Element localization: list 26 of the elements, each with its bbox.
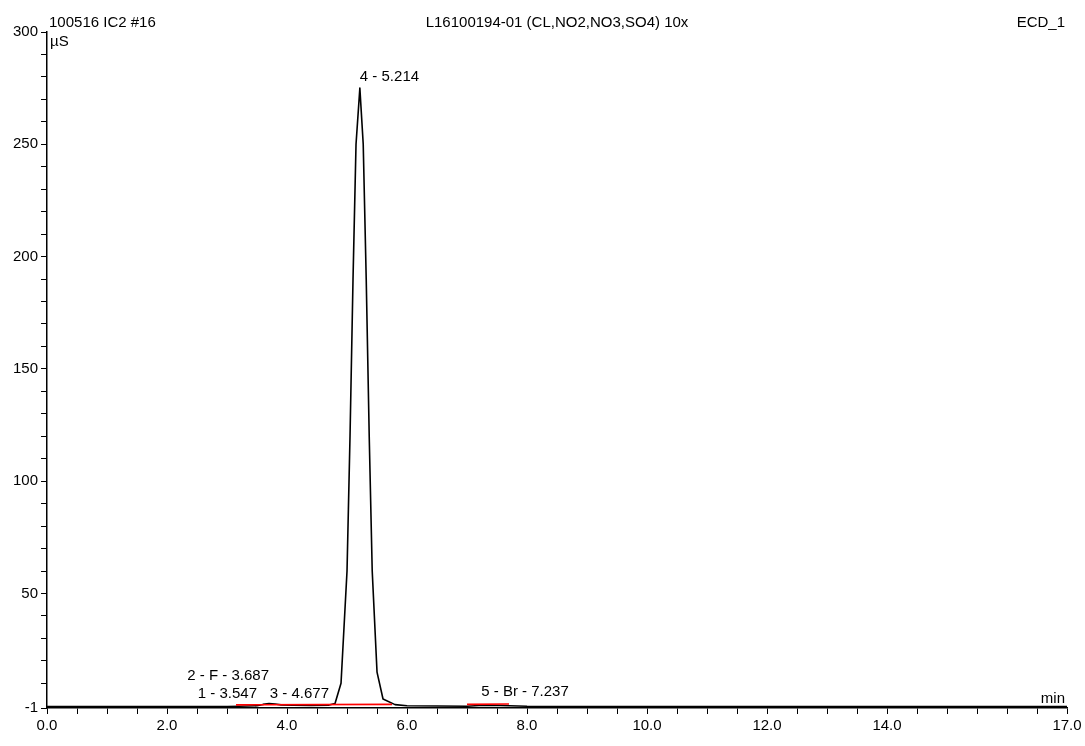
x-tick-label: 0.0 — [36, 716, 58, 734]
y-tick-label: 200 — [13, 246, 39, 264]
y-tick-label: 50 — [21, 583, 39, 601]
text: ECD_1 — [1016, 12, 1065, 30]
y-tick-label: 300 — [13, 22, 39, 40]
x-tick-label: 10.0 — [632, 716, 662, 734]
x-tick-label: 14.0 — [872, 716, 902, 734]
y-tick-label: 250 — [13, 134, 39, 152]
y-axis-title: µS — [50, 31, 69, 49]
y-tick-label: 150 — [13, 359, 39, 377]
annotation: 3 - 4.677 — [269, 683, 330, 701]
x-tick-label: 2.0 — [156, 716, 178, 734]
x-tick-label: 12.0 — [752, 716, 782, 734]
annotation: 2 - F - 3.687 — [187, 666, 270, 684]
y-tick-label: 100 — [13, 471, 39, 489]
annotation: 1 - 3.547 — [197, 684, 258, 702]
x-tick-label: 4.0 — [276, 716, 298, 734]
x-tick-label: 6.0 — [396, 716, 418, 734]
x-axis-title: min — [1040, 688, 1065, 706]
annotation: 5 - Br - 7.237 — [481, 682, 569, 700]
chart-title: L16100194-01 (CL,NO2,NO3,SO4) 10x — [425, 12, 689, 30]
x-tick-label: 8.0 — [516, 716, 538, 734]
x-tick-label: 17.0 — [1052, 716, 1082, 734]
chart-subtitle: 100516 IC2 #16 — [49, 12, 156, 30]
annotation: 4 - 5.214 — [359, 66, 420, 84]
y-tick-label: -1 — [24, 698, 39, 716]
